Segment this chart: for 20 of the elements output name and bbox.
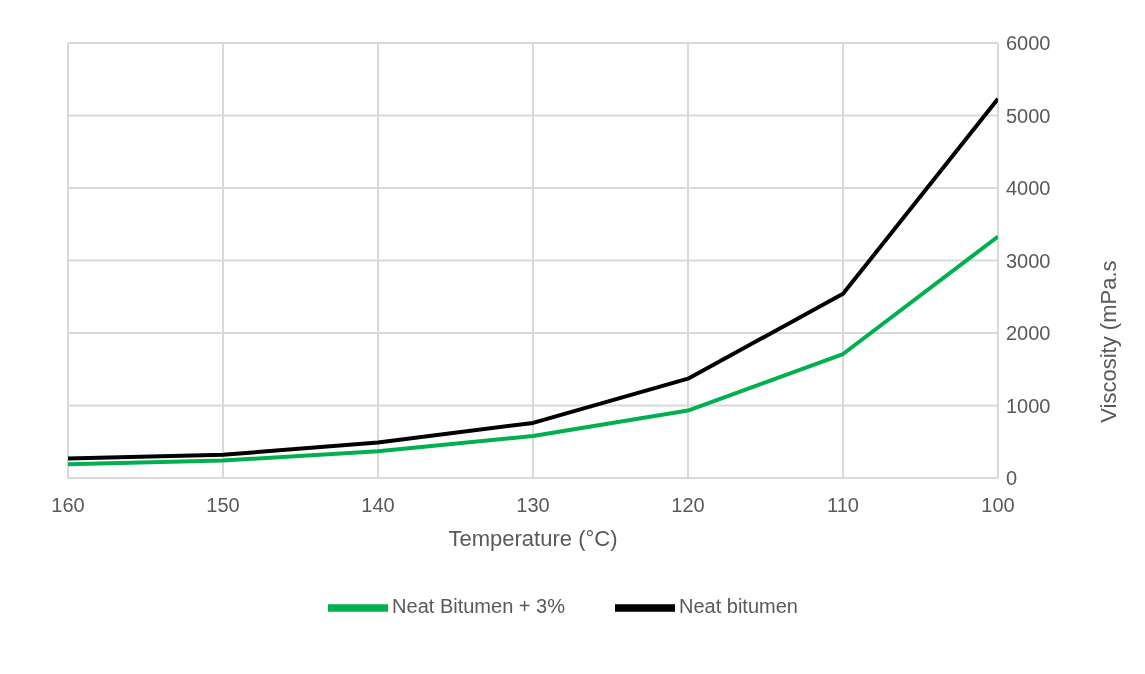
y-tick-label: 2000: [1006, 322, 1051, 345]
line-series: [68, 96, 998, 461]
legend-label: Neat bitumen: [678, 595, 798, 618]
line-series: [68, 234, 998, 467]
y-tick-label: 6000: [1006, 32, 1051, 55]
x-tick-label: 110: [827, 494, 859, 517]
x-tick-label: 130: [516, 494, 550, 517]
y-tick-label: 3000: [1006, 249, 1051, 272]
x-axis-title: Temperature (°C): [448, 526, 618, 551]
x-tick-label: 160: [51, 494, 85, 517]
y-tick-label: 1000: [1006, 394, 1051, 417]
x-tick-label: 150: [206, 494, 240, 517]
x-tick-label: 100: [981, 494, 1015, 517]
y-tick-label: 4000: [1006, 177, 1051, 200]
y-tick-label: 5000: [1006, 104, 1051, 127]
x-tick-label: 140: [361, 494, 395, 517]
y-tick-label: 0: [1006, 467, 1018, 490]
legend-label: Neat Bitumen + 3%: [392, 595, 565, 618]
y-axis-title: Viscosity (mPa.s: [1095, 260, 1121, 423]
x-tick-label: 120: [671, 494, 705, 517]
